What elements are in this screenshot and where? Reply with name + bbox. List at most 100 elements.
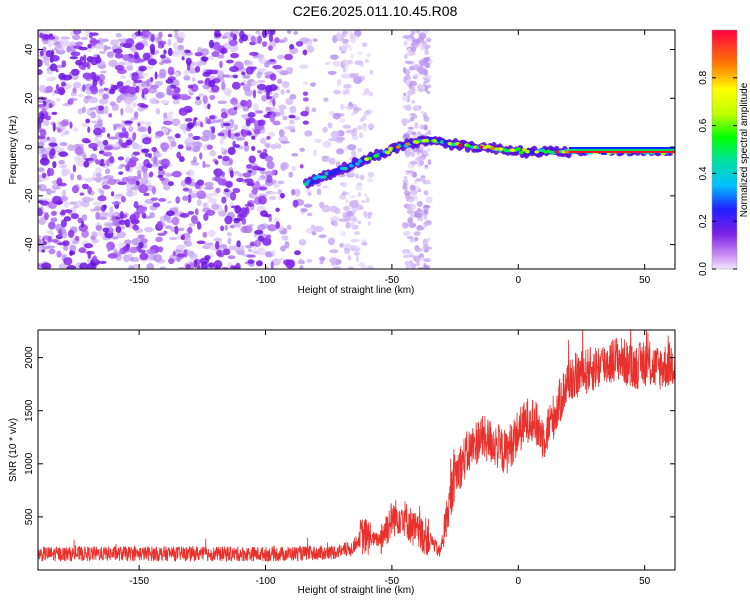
heatmap-speckle [366, 52, 372, 58]
heatmap-speckle [347, 59, 354, 65]
heatmap-speckle [220, 108, 227, 113]
heatmap-speckle [85, 118, 91, 124]
heatmap-speckle [257, 35, 262, 44]
heatmap-speckle [251, 165, 261, 171]
heatmap-speckle [333, 266, 341, 269]
heatmap-speckle [72, 164, 77, 173]
heatmap-speckle [490, 146, 495, 150]
heatmap-speckle [236, 177, 244, 183]
heatmap-speckle [366, 109, 373, 114]
heatmap-speckle [102, 139, 109, 146]
heatmap-speckle [76, 161, 86, 167]
heatmap-speckle [329, 249, 339, 254]
heatmap-speckle [401, 185, 408, 190]
heatmap-speckle [415, 177, 424, 182]
heatmap-speckle [225, 180, 233, 188]
heatmap-speckle [411, 131, 417, 136]
heatmap-speckle [403, 54, 408, 60]
heatmap-speckle [412, 43, 418, 49]
heatmap-speckle [432, 139, 437, 143]
heatmap-speckle [424, 132, 432, 136]
heatmap-speckle [245, 66, 254, 75]
heatmap-speckle [266, 135, 271, 140]
heatmap-speckle [41, 262, 52, 269]
heatmap-speckle [281, 235, 289, 241]
heatmap-speckle [247, 248, 253, 253]
heatmap-speckle [70, 213, 79, 220]
heatmap-speckle [274, 37, 280, 44]
heatmap-speckle [196, 190, 207, 200]
y-tick-label: 500 [24, 508, 35, 525]
heatmap-y-label: Frequency (Hz) [8, 116, 19, 185]
heatmap-speckle [181, 56, 185, 61]
heatmap-speckle [114, 53, 124, 59]
heatmap-speckle [172, 213, 182, 217]
heatmap-speckle [328, 137, 338, 142]
heatmap-speckle [420, 110, 425, 115]
heatmap-speckle [198, 93, 204, 97]
heatmap-speckle [72, 81, 82, 89]
heatmap-speckle [160, 99, 170, 105]
heatmap-speckle [234, 173, 240, 177]
heatmap-speckle [108, 88, 116, 95]
heatmap-speckle [47, 39, 53, 48]
heatmap-speckle [231, 265, 241, 269]
heatmap-speckle [122, 245, 130, 252]
heatmap-speckle [242, 172, 252, 178]
heatmap-speckle [354, 72, 359, 79]
heatmap-speckle [279, 192, 285, 199]
heatmap-speckle [369, 70, 374, 75]
heatmap-speckle [64, 130, 70, 135]
heatmap-speckle [185, 176, 192, 183]
heatmap-speckle [313, 225, 324, 233]
heatmap-speckle [157, 40, 167, 46]
heatmap-speckle [409, 88, 415, 95]
heatmap-speckle [94, 206, 103, 211]
heatmap-speckle [81, 183, 89, 190]
heatmap-speckle [367, 212, 372, 219]
heatmap-speckle [122, 254, 130, 263]
heatmap-speckle [137, 234, 145, 239]
heatmap-speckle [321, 158, 331, 162]
heatmap-speckle [447, 141, 452, 146]
heatmap-speckle [128, 86, 137, 95]
heatmap-speckle [207, 262, 215, 268]
heatmap-speckle [403, 182, 408, 187]
heatmap-speckle [284, 241, 290, 249]
heatmap-speckle [114, 64, 125, 71]
heatmap-speckle [409, 112, 417, 117]
heatmap-speckle [329, 205, 338, 213]
heatmap-speckle [299, 147, 305, 152]
heatmap-speckle [270, 261, 274, 269]
heatmap-speckle [342, 89, 347, 96]
heatmap-speckle [243, 178, 254, 183]
heatmap-speckle [403, 92, 407, 96]
heatmap-speckle [69, 201, 79, 205]
heatmap-speckle [554, 150, 559, 154]
heatmap-speckle [61, 60, 67, 68]
heatmap-speckle [123, 96, 133, 105]
heatmap-speckle [81, 214, 88, 221]
heatmap-speckle [357, 191, 362, 198]
heatmap-speckle [364, 157, 369, 161]
heatmap-speckle [208, 39, 215, 49]
heatmap-speckle [420, 44, 424, 51]
heatmap-speckle [58, 159, 65, 165]
heatmap-speckle [84, 157, 94, 161]
heatmap-speckle [359, 117, 364, 123]
heatmap-speckle [154, 71, 158, 80]
heatmap-speckle [310, 82, 317, 87]
heatmap-speckle [407, 217, 414, 224]
heatmap-speckle [422, 244, 429, 251]
heatmap-speckle [116, 95, 122, 104]
heatmap-speckle [83, 243, 94, 249]
heatmap-speckle [125, 38, 135, 46]
heatmap-speckle [41, 246, 50, 250]
heatmap-speckle [414, 121, 419, 129]
heatmap-speckle [424, 62, 431, 69]
heatmap-speckle [411, 100, 416, 104]
heatmap-speckle [254, 110, 264, 114]
heatmap-speckle [410, 30, 416, 36]
heatmap-speckle [215, 78, 219, 84]
heatmap-speckle [366, 265, 374, 269]
